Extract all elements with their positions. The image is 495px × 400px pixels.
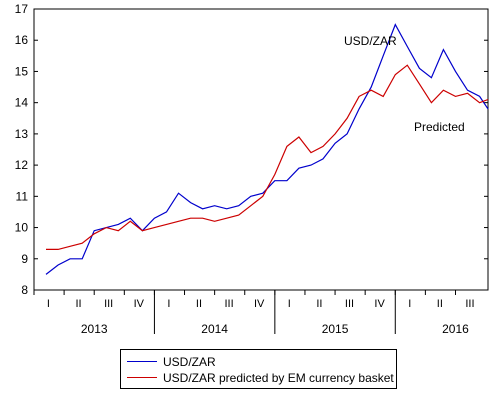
year-label: 2015 <box>322 322 349 336</box>
quarter-label: II <box>437 298 443 310</box>
y-tick-label: 16 <box>15 33 29 47</box>
quarter-label: III <box>225 298 234 310</box>
quarter-label: III <box>465 298 474 310</box>
legend-swatch-predicted <box>127 377 157 378</box>
quarter-label: I <box>288 298 291 310</box>
y-tick-label: 12 <box>15 158 29 172</box>
annotation-usdzar: USD/ZAR <box>344 34 397 48</box>
quarter-label: II <box>196 298 202 310</box>
legend-swatch-usdzar <box>127 361 157 362</box>
legend-item-usdzar: USD/ZAR <box>127 354 216 369</box>
year-label: 2014 <box>201 322 228 336</box>
series-line-predicted <box>46 64 489 250</box>
legend: USD/ZAR USD/ZAR predicted by EM currency… <box>120 349 397 389</box>
quarter-label: III <box>104 298 113 310</box>
y-tick-label: 13 <box>15 127 29 141</box>
y-tick-label: 11 <box>16 189 29 203</box>
year-label: 2016 <box>442 322 469 336</box>
series-line-usdzar <box>45 23 489 275</box>
quarter-label: IV <box>134 298 145 310</box>
y-tick-label: 15 <box>15 64 29 78</box>
year-label: 2013 <box>81 322 108 336</box>
quarter-label: III <box>345 298 354 310</box>
legend-label-usdzar: USD/ZAR <box>163 354 216 369</box>
y-tick-label: 17 <box>15 2 29 16</box>
legend-label-predicted: USD/ZAR predicted by EM currency basket <box>163 370 394 385</box>
quarter-label: IV <box>374 298 385 310</box>
y-tick-label: 9 <box>21 252 28 266</box>
quarter-label: I <box>47 298 50 310</box>
annotation-predicted: Predicted <box>414 120 465 134</box>
y-tick-label: 14 <box>15 96 29 110</box>
y-tick-label: 8 <box>21 283 28 297</box>
plot-frame <box>33 8 489 291</box>
legend-item-predicted: USD/ZAR predicted by EM currency basket <box>127 370 394 385</box>
quarter-label: I <box>167 298 170 310</box>
quarter-label: II <box>75 298 81 310</box>
quarter-label: I <box>408 298 411 310</box>
quarter-label: IV <box>254 298 265 310</box>
quarter-label: II <box>316 298 322 310</box>
y-tick-label: 10 <box>15 221 29 235</box>
